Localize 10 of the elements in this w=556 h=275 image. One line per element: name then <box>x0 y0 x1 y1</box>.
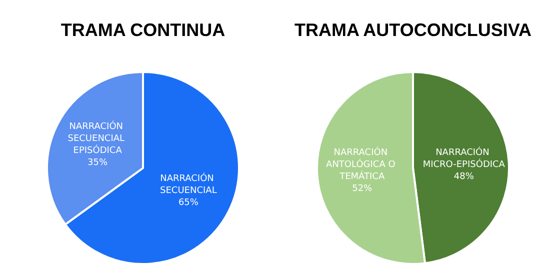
slice-label: NARRACIÓN SECUENCIAL EPISÓDICA <box>68 120 128 156</box>
slice-label: NARRACIÓN ANTOLÓGICA O TEMÁTICA <box>326 146 398 182</box>
chart-title: TRAMA CONTINUA <box>60 20 226 40</box>
data-label: 48% <box>454 172 474 182</box>
chart-title: TRAMA AUTOCONCLUSIVA <box>294 20 532 40</box>
slice-label: NARRACIÓN MICRO-EPISÓDICA <box>422 146 506 170</box>
data-label: 65% <box>178 198 199 208</box>
slice-label: NARRACIÓN SECUENCIAL <box>160 172 217 196</box>
data-label: 52% <box>352 184 373 194</box>
data-label: 35% <box>88 158 108 168</box>
